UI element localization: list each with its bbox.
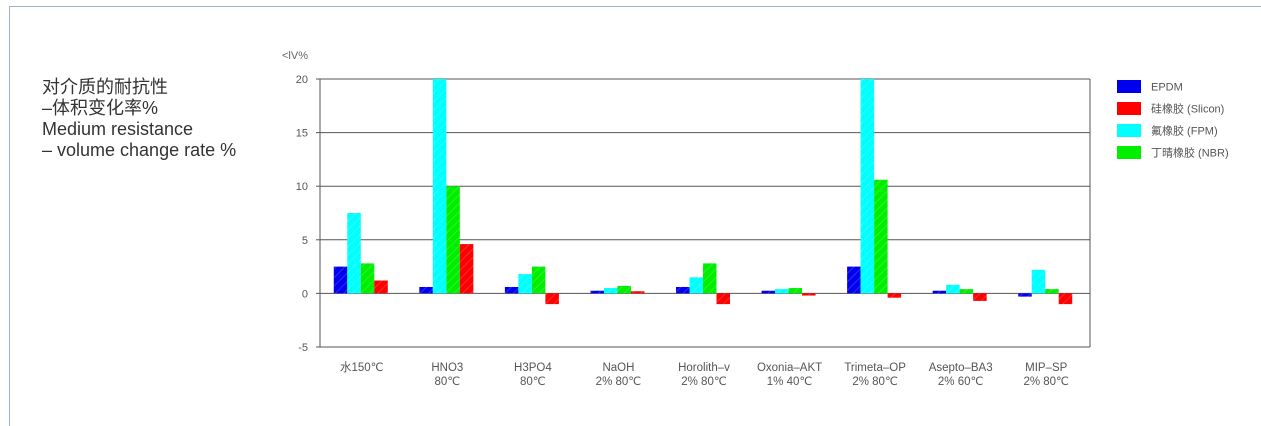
side-title-line-4: – volume change rate %: [42, 140, 237, 160]
bar-texture: [630, 291, 645, 294]
bar-texture: [703, 263, 717, 294]
x-tick-label: NaOH: [602, 362, 634, 374]
bar-texture: [932, 290, 947, 294]
bar-texture: [347, 213, 361, 294]
legend-label: 丁晴橡胶 (NBR): [1151, 146, 1229, 160]
bar-texture: [590, 290, 604, 294]
bar-texture: [874, 179, 888, 294]
bar-texture: [419, 286, 433, 294]
x-tick-label: 2% 80℃: [681, 376, 727, 388]
legend-label: 硅橡胶 (Slicon): [1151, 102, 1224, 116]
y-tick-label: 15: [296, 128, 308, 140]
bar-texture: [1045, 289, 1059, 294]
x-tick-label: 80℃: [520, 376, 546, 388]
bar-texture: [959, 289, 974, 294]
legend-swatch: [1117, 124, 1141, 137]
y-axis-unit-label: <lV%: [282, 50, 308, 62]
legend-label: 氟橡胶 (FPM): [1151, 124, 1218, 138]
x-tick-label: 2% 60℃: [938, 376, 984, 388]
x-tick-label: Trimeta–OP: [844, 362, 906, 374]
x-tick-label: Horolith–v: [678, 362, 730, 374]
bar-texture: [860, 79, 875, 294]
bar-texture: [432, 79, 447, 294]
bar-texture: [446, 186, 460, 294]
bar-texture: [617, 285, 631, 294]
bar-texture: [775, 289, 789, 294]
bar-texture: [603, 288, 618, 294]
x-tick-label: 2% 80℃: [596, 376, 642, 388]
x-tick-label: 80℃: [434, 376, 460, 388]
x-tick-label: Oxonia–AKT: [757, 362, 822, 374]
bar-texture: [802, 293, 816, 296]
y-tick-label: 0: [302, 288, 308, 300]
side-title-line-2: –体积变化率%: [42, 98, 159, 118]
bar-texture: [761, 290, 776, 294]
side-title-line-1: 对介质的耐抗性: [42, 77, 168, 97]
x-tick-label: 水150℃: [340, 361, 384, 374]
bar-texture: [887, 293, 902, 298]
bar-texture: [946, 284, 960, 294]
x-tick-label: H3PO4: [514, 362, 552, 374]
y-tick-label: -5: [298, 342, 308, 354]
content-frame: [9, 6, 1261, 426]
legend-label: EPDM: [1151, 82, 1183, 94]
x-tick-label: 2% 80℃: [1023, 376, 1069, 388]
bar-texture: [333, 266, 348, 294]
bar-texture: [1031, 269, 1046, 294]
bar-texture: [360, 263, 375, 294]
x-tick-label: 1% 40℃: [767, 376, 813, 388]
legend-swatch: [1117, 146, 1141, 159]
legend-swatch: [1117, 80, 1141, 93]
bar-texture: [1018, 293, 1032, 297]
x-tick-label: 2% 80℃: [852, 376, 898, 388]
y-tick-label: 20: [296, 74, 308, 86]
side-title-line-3: Medium resistance: [42, 119, 194, 139]
bar-texture: [689, 277, 703, 294]
bar-texture: [716, 293, 730, 305]
bar-texture: [518, 274, 532, 294]
y-tick-label: 10: [296, 181, 308, 193]
legend-swatch: [1117, 102, 1141, 115]
bar-texture: [459, 244, 474, 294]
bar-texture: [374, 280, 388, 294]
bar-texture: [973, 293, 987, 301]
y-tick-label: 5: [302, 235, 308, 247]
x-tick-label: MIP–SP: [1025, 362, 1068, 374]
bar-texture: [676, 286, 690, 294]
bar-texture: [1058, 293, 1073, 305]
x-tick-label: HNO3: [431, 362, 463, 374]
bar-texture: [788, 288, 803, 294]
bar-texture: [531, 266, 546, 294]
bar-texture: [847, 266, 861, 294]
chart-side-title: 对介质的耐抗性 –体积变化率% Medium resistance – volu…: [42, 77, 236, 161]
x-tick-label: Asepto–BA3: [929, 362, 993, 374]
bar-texture: [504, 286, 519, 294]
bar-texture: [545, 293, 559, 305]
